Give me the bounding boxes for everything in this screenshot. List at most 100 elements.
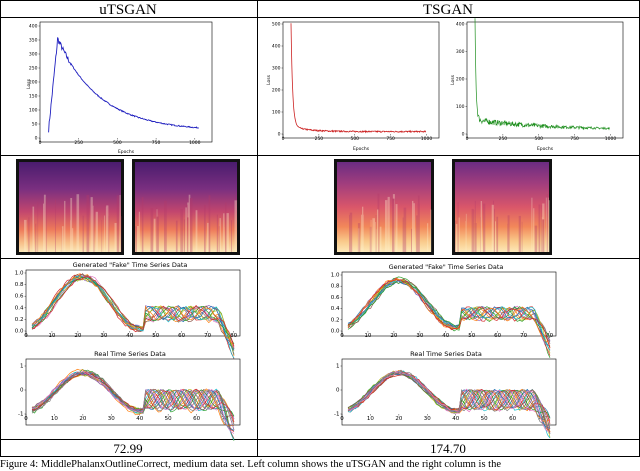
- series-line: [31, 276, 235, 347]
- series-right-real-xtick-label: 50: [481, 416, 488, 422]
- series-left-generated-frame: [25, 269, 241, 337]
- heatmap-texture: [156, 216, 159, 252]
- series-right-real-frame: [341, 358, 557, 426]
- series-left-real-frame: [25, 358, 241, 426]
- heatmap-texture: [357, 223, 361, 252]
- heatmap-texture: [156, 207, 157, 252]
- heatmap-texture: [116, 195, 120, 252]
- heatmap-texture: [86, 194, 90, 252]
- heatmap-texture: [45, 197, 47, 252]
- heatmap-texture: [28, 217, 30, 252]
- heatmap-texture: [207, 222, 210, 252]
- table-grid: [0, 0, 640, 457]
- score-tsgan: 174.70: [430, 441, 466, 456]
- series-left-gen-xtick-label: 70: [204, 333, 211, 339]
- heatmap-texture: [101, 219, 103, 252]
- loss-plot-utsgan-ylabel: Loss: [26, 78, 32, 89]
- heatmap-texture: [417, 195, 420, 252]
- series-right-real-xtick-label: 0: [340, 416, 344, 422]
- loss-curve-tsgan-red: [290, 23, 427, 134]
- series-right-gen-xtick-label: 10: [364, 333, 371, 339]
- heatmap-texture: [372, 218, 375, 252]
- heatmap-texture: [455, 223, 459, 252]
- heatmap-texture: [455, 220, 457, 252]
- loss-plot-tsgan-red-ylabel: Loss: [266, 74, 272, 85]
- series-line: [347, 278, 551, 347]
- loss-tsgan-green-xtick-label: 750: [570, 136, 579, 142]
- heatmap-texture: [542, 219, 545, 252]
- loss-plot-tsgan-green-frame: [466, 21, 624, 139]
- heatmap-texture: [175, 220, 178, 252]
- series-line: [31, 371, 235, 440]
- heatmap-texture: [457, 202, 459, 252]
- loss-tsgan-green-xtick-label: 0: [466, 136, 469, 142]
- loss-tsgan-red-ytick-label: 0: [278, 132, 281, 138]
- loss-tsgan-green-ytick-label: 400: [456, 22, 465, 28]
- series-line: [347, 371, 551, 424]
- heatmap-texture: [465, 213, 467, 252]
- heatmap-texture: [474, 223, 477, 252]
- header-tsgan: TSGAN: [423, 2, 473, 18]
- heatmap-texture: [369, 226, 372, 252]
- series-left-real-xtick-label: 30: [108, 416, 115, 422]
- series-left-gen-xtick-label: 20: [74, 333, 81, 339]
- heatmap-texture: [150, 208, 154, 252]
- loss-utsgan-ytick-label: 0: [35, 136, 38, 142]
- score-utsgan: 72.99: [113, 441, 142, 456]
- heatmap-texture: [43, 203, 45, 252]
- series-line: [32, 372, 235, 423]
- heatmap-texture: [471, 208, 474, 252]
- heatmap-texture: [82, 215, 84, 252]
- series-line: [347, 280, 551, 339]
- heatmap-texture: [534, 225, 538, 252]
- heatmap-texture: [153, 218, 156, 252]
- series-right-gen-xtick-label: 30: [416, 333, 423, 339]
- loss-tsgan-green-ytick-label: 0: [462, 132, 465, 138]
- heatmap-texture: [90, 199, 93, 252]
- heatmap-texture: [507, 215, 510, 252]
- loss-utsgan-xtick-label: 500: [113, 140, 122, 146]
- heatmap-texture: [541, 216, 544, 252]
- loss-utsgan-ytick-label: 300: [29, 52, 38, 58]
- heatmap-texture: [402, 217, 405, 252]
- series-line: [347, 371, 551, 434]
- heatmap-texture: [55, 199, 56, 252]
- heatmap-texture: [385, 200, 388, 252]
- loss-plot-tsgan-red-xlabel: Epochs: [353, 146, 370, 152]
- series-right-real-ytick-label: -1: [334, 412, 339, 418]
- heatmap-texture: [413, 203, 415, 252]
- heatmap-texture: [180, 209, 183, 252]
- heatmap-image-4: [455, 162, 549, 252]
- heatmap-texture: [114, 223, 117, 252]
- heatmaps-tsgan: [334, 159, 552, 255]
- series-right-gen-xtick-label: 80: [546, 333, 553, 339]
- heatmap-texture: [533, 208, 535, 252]
- loss-plot-utsgan-xlabel: Epochs: [118, 149, 135, 155]
- series-line: [31, 276, 235, 359]
- series-left-gen-xtick-label: 10: [48, 333, 55, 339]
- heatmap-texture: [375, 215, 377, 252]
- loss-plot-tsgan-green-ylabel: Loss: [450, 74, 456, 85]
- figure-grid: uTSGAN TSGAN Loss Epochs 050100150200250…: [0, 0, 640, 457]
- heatmap-texture: [105, 206, 107, 252]
- heatmap-texture: [90, 197, 93, 252]
- loss-utsgan-xtick-label: 1000: [189, 140, 201, 146]
- heatmap-texture: [234, 200, 237, 252]
- series-right-gen-xtick-label: 70: [520, 333, 527, 339]
- heatmap-texture: [427, 223, 429, 252]
- heatmap-texture: [411, 228, 413, 252]
- series-left-gen-xtick-label: 30: [100, 333, 107, 339]
- heatmap-texture: [76, 194, 80, 252]
- series-right-real-ytick-label: 0: [336, 388, 340, 394]
- series-left-gen-ytick-label: 0.4: [15, 305, 24, 311]
- heatmap-texture: [95, 211, 98, 252]
- series-right-gen-xtick-label: 50: [468, 333, 475, 339]
- heatmap-texture: [141, 197, 144, 252]
- series-line: [347, 370, 551, 427]
- loss-plot-tsgan-red-frame: [282, 21, 440, 139]
- heatmap-texture: [226, 213, 229, 252]
- loss-plot-tsgan-green: Loss Epochs 0 100 200 300 400 0 250 500 750 1000: [450, 18, 624, 152]
- heatmap-texture: [186, 204, 188, 252]
- loss-utsgan-xtick-label: 250: [74, 140, 83, 146]
- heatmap-image-2: [135, 162, 237, 252]
